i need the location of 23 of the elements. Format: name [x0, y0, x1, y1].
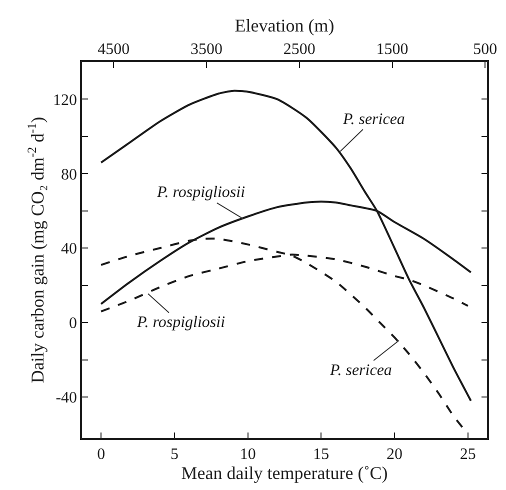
y-tick-label: 0 — [69, 315, 78, 332]
x2-axis-title: Elevation (m) — [234, 16, 334, 36]
x-tick-label: 0 — [97, 446, 106, 463]
y-tick-label: -40 — [56, 390, 78, 407]
annotation: P. rospigliosii — [156, 184, 246, 201]
y-tick-label: 80 — [61, 166, 78, 184]
annotation: P. rospigliosii — [136, 314, 226, 331]
x2-tick-label: 3500 — [190, 40, 222, 58]
x2-tick-label: 4500 — [98, 40, 130, 58]
line-series — [100, 90, 472, 402]
x-tick-label: 10 — [240, 446, 256, 463]
y-tick-label: 40 — [61, 240, 78, 258]
annotation: P. sericea — [329, 362, 392, 379]
x2-tick-label: 1500 — [376, 40, 408, 58]
x-axis-title: Mean daily temperature (˚C) — [181, 462, 388, 483]
x2-tick-label: 500 — [473, 40, 498, 58]
y-tick-label: 120 — [53, 92, 78, 109]
annotation: P. sericea — [342, 111, 405, 128]
x-tick-label: 15 — [313, 446, 330, 463]
x-tick-label: 5 — [170, 446, 178, 463]
x-tick-label: 20 — [386, 446, 403, 463]
x2-tick-label: 2500 — [283, 40, 316, 58]
x-tick-label: 25 — [460, 446, 476, 463]
